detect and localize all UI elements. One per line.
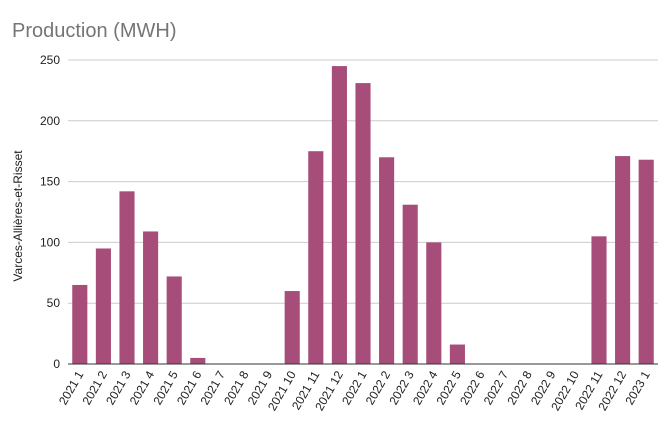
y-tick-label: 50 (47, 296, 61, 310)
bar (190, 357, 206, 364)
y-tick-label: 250 (40, 53, 60, 67)
chart-title: Production (MWH) (12, 20, 176, 42)
bar (355, 83, 371, 364)
y-tick-label: 200 (40, 114, 60, 128)
bar (591, 236, 607, 364)
bar (449, 344, 465, 364)
y-axis-label: Varces-Allières-et-Risset (11, 150, 25, 282)
bar (308, 151, 324, 364)
bar (638, 159, 654, 364)
bar (72, 284, 88, 364)
bar (615, 156, 631, 364)
bar (379, 157, 395, 364)
y-axis-ticks: 0 50 100 150 200 250 (40, 53, 60, 371)
y-tick-label: 0 (53, 357, 60, 371)
bar (119, 191, 135, 364)
y-tick-label: 150 (40, 175, 60, 189)
bar (143, 231, 159, 364)
bar (95, 248, 111, 364)
bar (402, 204, 418, 364)
y-tick-label: 100 (40, 235, 60, 249)
x-tick-label: 2023 1 (622, 368, 653, 407)
bar (166, 276, 182, 364)
bar (284, 291, 300, 364)
bar (331, 66, 347, 364)
bars (72, 66, 654, 364)
bar (426, 242, 442, 364)
